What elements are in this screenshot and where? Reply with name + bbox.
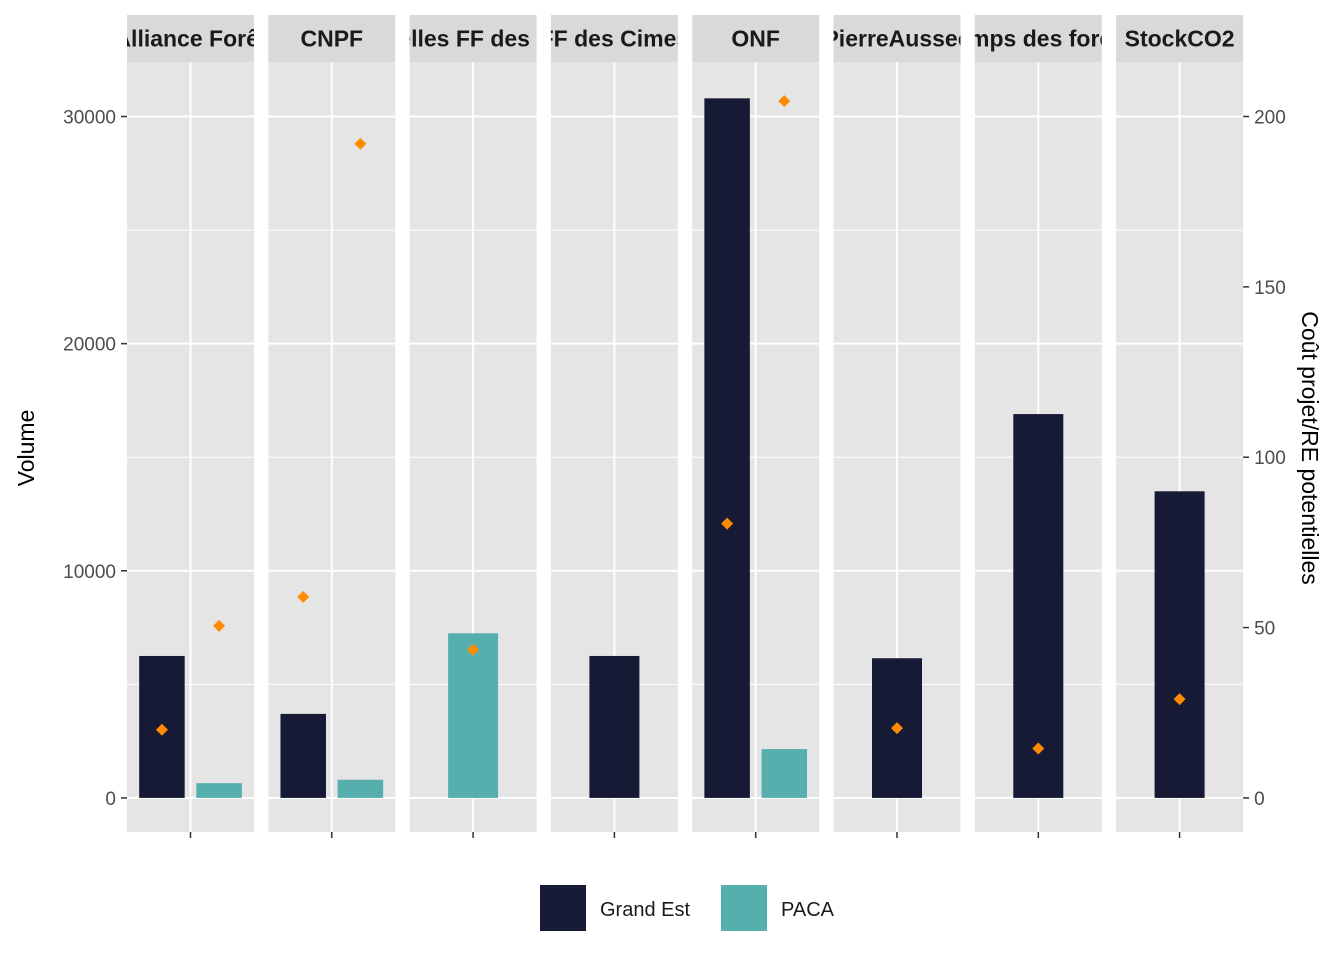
facet-strip	[833, 15, 961, 62]
cost-point	[354, 137, 367, 150]
bar	[337, 779, 384, 798]
y-axis-title-volume: Volume	[13, 410, 39, 487]
cost-point	[721, 517, 734, 530]
y-axis-title-cost: Coût projet/RE potentielles	[1297, 311, 1323, 585]
facet-strip-label: Nouvelles FF des Cimes	[341, 26, 606, 52]
facet-strip	[268, 15, 396, 62]
facet-strip-label: PierreAussec	[823, 26, 970, 52]
cost-point	[1032, 742, 1045, 755]
legend: Grand Est PACA	[540, 885, 835, 931]
facet-strip	[1116, 15, 1244, 62]
bar	[704, 98, 750, 798]
y2-tick-label: 0	[1254, 789, 1265, 810]
facet-strip	[550, 15, 678, 62]
cost-point	[297, 590, 310, 603]
facet-strip-label: Alliance Forêt	[114, 26, 266, 52]
facet-panel: FF des Cimes	[540, 15, 690, 838]
facet-strip-label: CNPF	[300, 26, 363, 52]
legend-key	[721, 885, 767, 931]
facet-strip-label: ONF	[731, 26, 780, 52]
facet-panel: PierreAussec	[823, 15, 970, 838]
bar	[589, 655, 640, 798]
bar	[761, 749, 808, 798]
facet-strip	[409, 15, 537, 62]
cost-point	[1173, 693, 1186, 706]
facet-panel: ONF	[692, 15, 820, 838]
legend-label: PACA	[781, 899, 835, 921]
facet-panel: Nouvelles FF des Cimes	[341, 15, 606, 838]
facet-strip-label: FF des Cimes	[540, 26, 690, 52]
bar	[1013, 414, 1064, 798]
facet-strip-label: StockCO2	[1125, 26, 1235, 52]
y2-tick-label: 50	[1254, 619, 1275, 640]
y2-tick-label: 200	[1254, 108, 1286, 129]
cost-point	[467, 643, 480, 656]
facet-panel: CNPF	[268, 15, 396, 838]
cost-point	[891, 722, 903, 735]
cost-point	[155, 723, 168, 736]
facet-strip	[127, 15, 254, 62]
facet-panel: StockCO2	[1116, 15, 1244, 838]
facet-strip	[692, 15, 820, 62]
y-tick-label: 10000	[63, 562, 116, 583]
cost-point	[778, 95, 791, 108]
facet-strip-label: Temps des forêts	[944, 26, 1133, 52]
y-tick-label: 0	[105, 789, 116, 810]
legend-key	[540, 885, 586, 931]
y2-tick-label: 150	[1254, 278, 1286, 299]
bar	[280, 713, 326, 798]
y2-tick-label: 100	[1254, 448, 1286, 469]
y-tick-label: 30000	[63, 108, 116, 129]
bar	[1154, 491, 1205, 798]
facet-strip	[974, 15, 1102, 62]
facet-panel: Temps des forêts	[944, 15, 1133, 838]
cost-point	[213, 619, 226, 632]
bar	[196, 783, 242, 798]
y-tick-label: 20000	[63, 335, 116, 356]
legend-label: Grand Est	[600, 899, 690, 921]
facet-panel: Alliance Forêt	[114, 15, 266, 838]
bar	[448, 633, 499, 798]
